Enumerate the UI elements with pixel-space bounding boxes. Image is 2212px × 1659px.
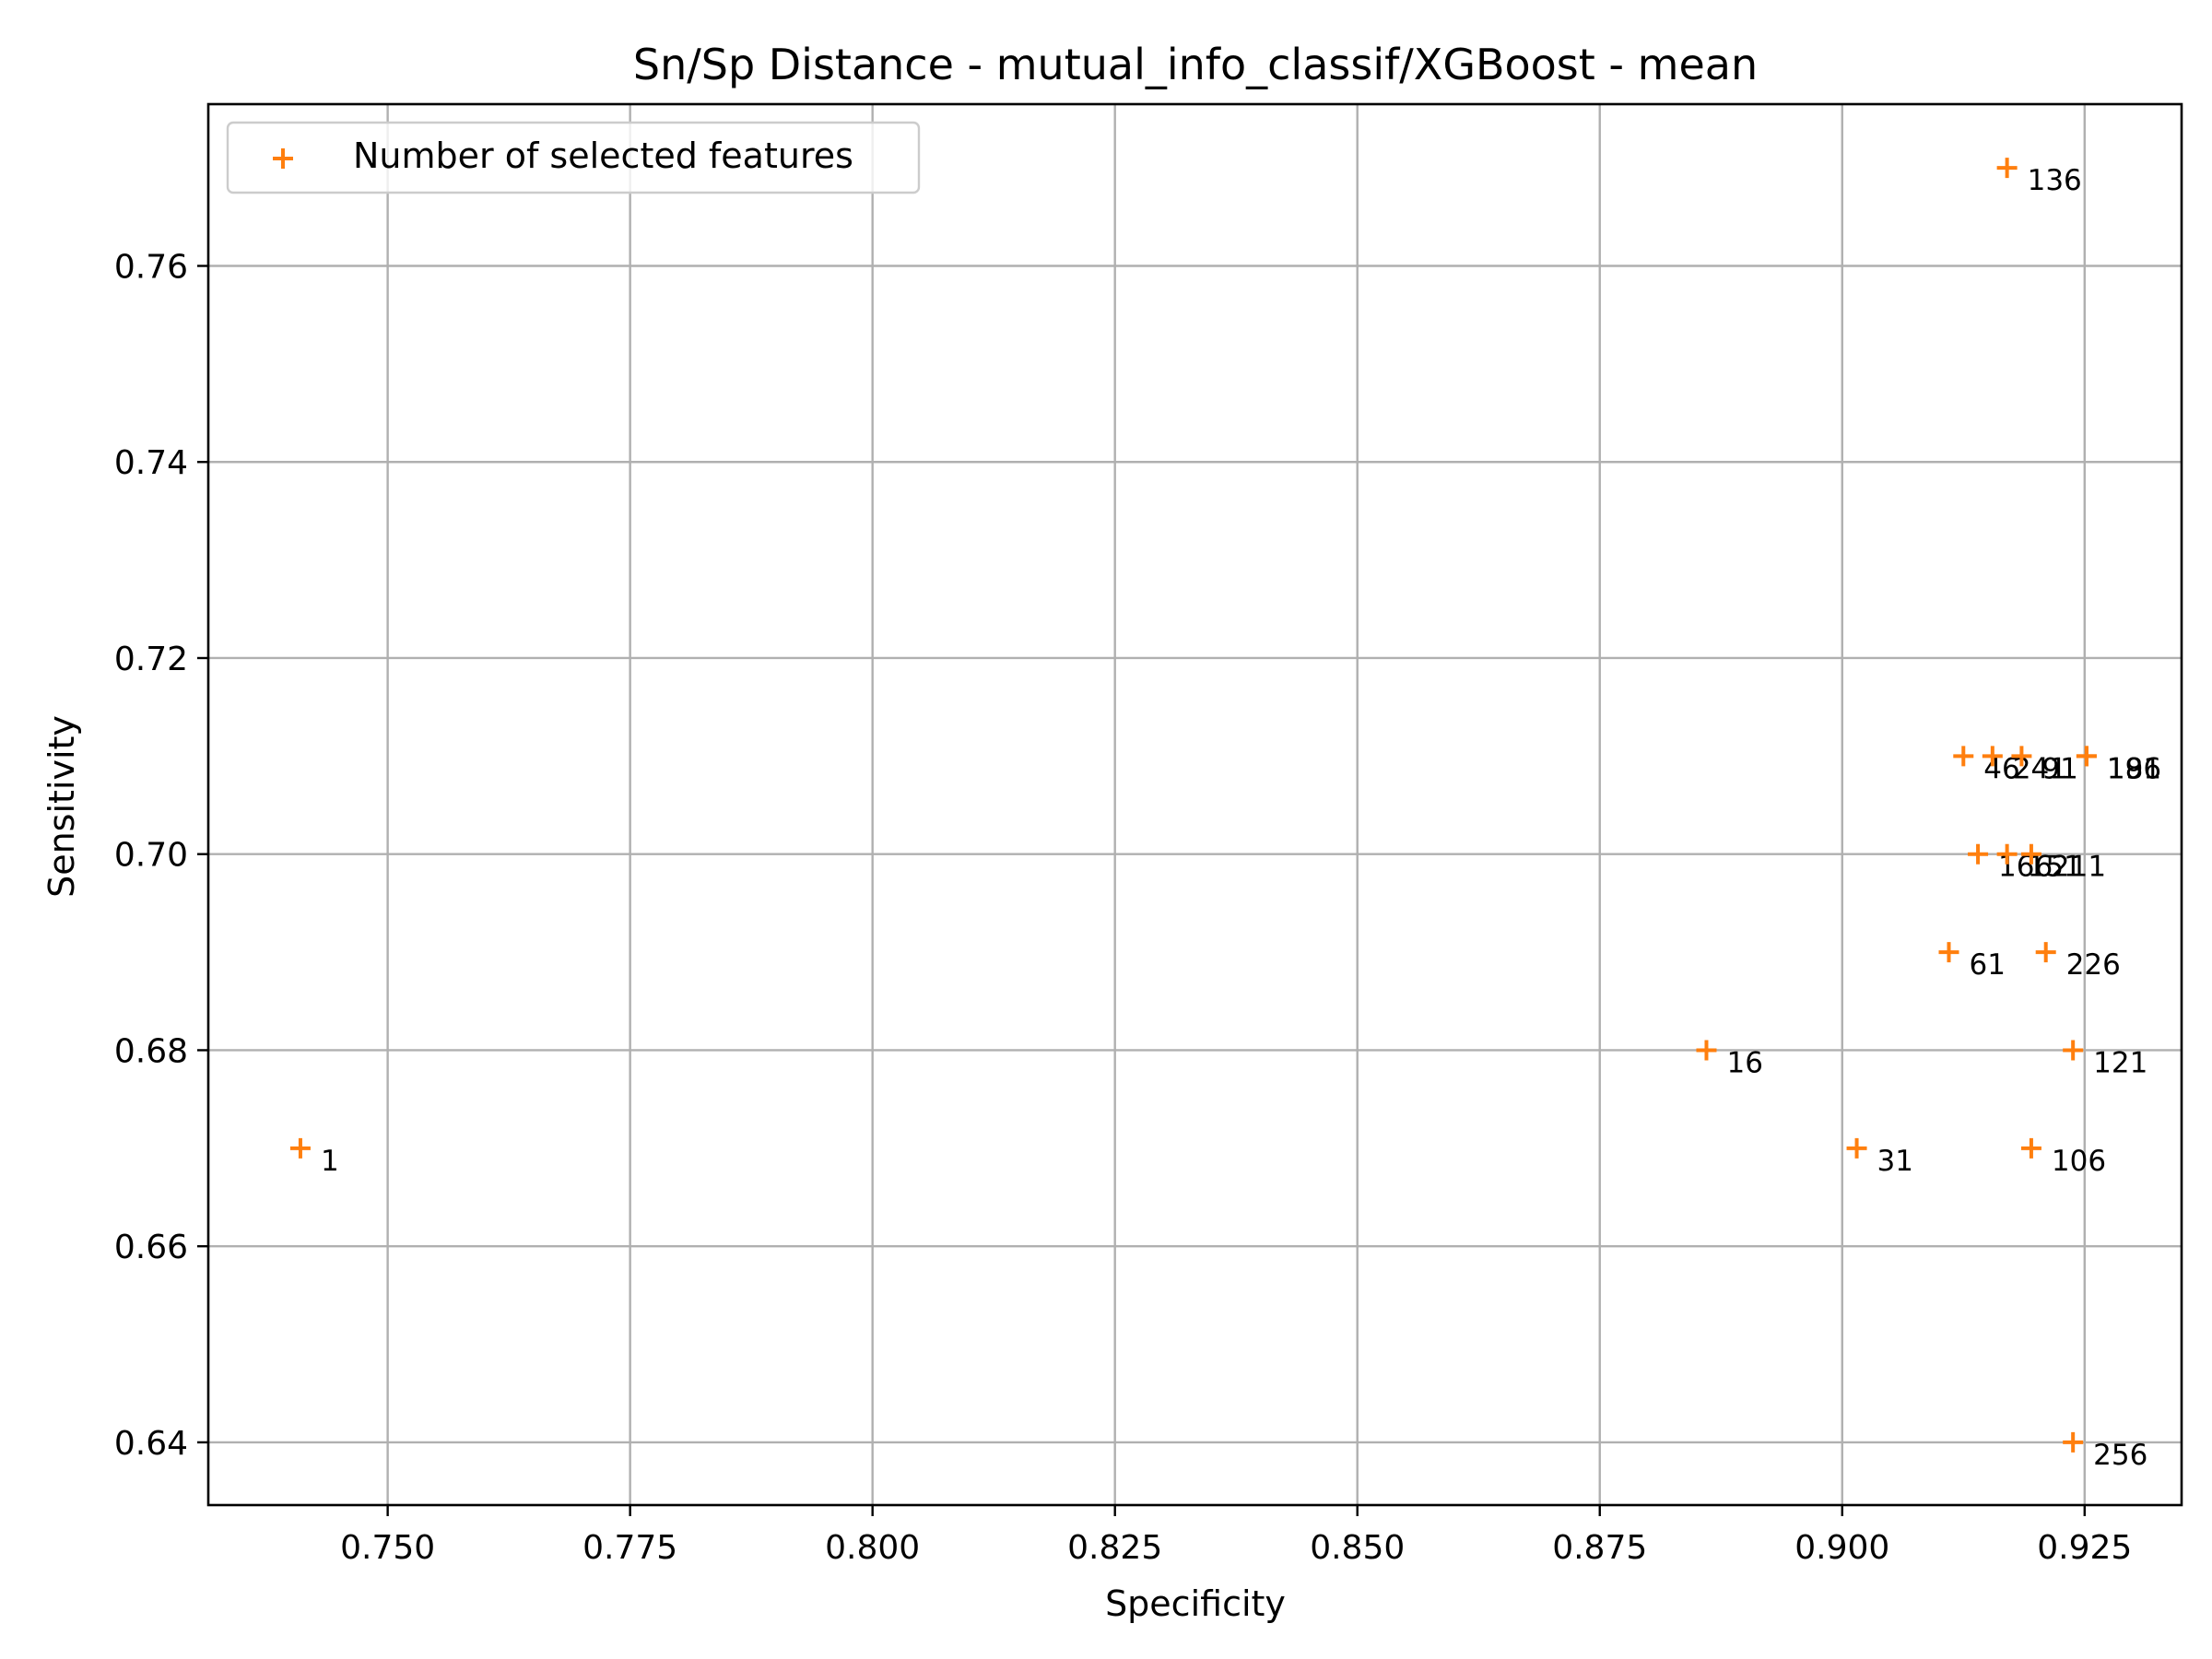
legend-box xyxy=(226,121,921,194)
plus-marker xyxy=(2035,942,2056,963)
x-axis-label: Specificity xyxy=(1105,1583,1286,1624)
x-tick-label: 0.925 xyxy=(2037,1529,2132,1567)
plus-marker xyxy=(2020,1137,2041,1159)
y-tick-label: 0.66 xyxy=(114,1229,188,1266)
y-tick-label: 0.64 xyxy=(114,1425,188,1463)
plus-marker xyxy=(1996,843,2018,865)
plus-marker xyxy=(2020,843,2041,865)
x-tick-label: 0.750 xyxy=(340,1529,435,1567)
y-axis-label: Sensitivity xyxy=(41,715,82,898)
data-point: 61 xyxy=(1938,942,2006,982)
plus-marker xyxy=(1968,843,1989,865)
data-point: 181 xyxy=(2076,746,2161,785)
data-point: 91 xyxy=(2011,746,2078,785)
point-label: 61 xyxy=(1969,948,2005,982)
y-tick-label: 0.68 xyxy=(114,1032,188,1070)
x-tick-label: 0.875 xyxy=(1552,1529,1647,1567)
chart-title: Sn/Sp Distance - mutual_info_classif/XGB… xyxy=(633,40,1758,89)
plus-marker xyxy=(2011,746,2032,767)
point-label: 226 xyxy=(2066,948,2121,982)
x-tick-label: 0.900 xyxy=(1794,1529,1889,1567)
legend-marker xyxy=(273,148,293,169)
data-points: 1163146612419110612113616615121118119622… xyxy=(289,158,2161,1472)
plus-marker xyxy=(1938,942,1959,963)
plus-marker xyxy=(1846,1137,1867,1159)
point-label: 91 xyxy=(2041,752,2077,785)
legend: Number of selected features xyxy=(226,121,921,194)
y-tick-label: 0.70 xyxy=(114,837,188,875)
point-label: 106 xyxy=(2052,1145,2106,1178)
y-tick-label: 0.76 xyxy=(114,249,188,287)
plus-marker xyxy=(2076,746,2097,767)
plus-marker xyxy=(1996,158,2018,179)
plus-marker xyxy=(1982,746,2003,767)
point-label: 211 xyxy=(2052,851,2106,884)
x-tick-label: 0.800 xyxy=(825,1529,920,1567)
y-tick-label: 0.72 xyxy=(114,641,188,678)
legend-plus-icon xyxy=(273,148,293,169)
axis-ticks: 0.750 0.775 0.800 0.825 0.850 0.875 0.900 0.925… xyxy=(114,249,2132,1567)
data-point: 106 xyxy=(2020,1137,2106,1178)
data-point: 226 xyxy=(2035,942,2121,982)
legend-label: Number of selected features xyxy=(353,135,853,176)
data-point: 211 xyxy=(2020,843,2106,884)
data-point: 31 xyxy=(1846,1137,1913,1178)
point-label: 136 xyxy=(2028,164,2082,197)
point-label: 31 xyxy=(1877,1145,1913,1178)
data-point: 121 xyxy=(2063,1040,2147,1079)
point-label: 256 xyxy=(2093,1439,2147,1472)
plus-marker xyxy=(2063,1431,2084,1453)
data-point: 196 xyxy=(2076,746,2161,785)
plus-marker xyxy=(2063,1040,2084,1061)
y-tick-label: 0.74 xyxy=(114,444,188,482)
point-label: 1 xyxy=(321,1145,339,1178)
point-label: 16 xyxy=(1726,1046,1762,1079)
data-point: 136 xyxy=(1996,158,2082,197)
data-point: 1 xyxy=(289,1137,339,1178)
grid xyxy=(208,104,2182,1505)
plus-marker xyxy=(289,1137,311,1159)
point-label: 196 xyxy=(2107,752,2161,785)
plot-frame xyxy=(206,102,2183,1507)
plus-marker xyxy=(1953,746,1974,767)
data-point: 16 xyxy=(1696,1040,1763,1079)
plus-marker xyxy=(1696,1040,1717,1061)
x-tick-label: 0.825 xyxy=(1067,1529,1162,1567)
data-point: 256 xyxy=(2063,1431,2147,1472)
x-tick-label: 0.850 xyxy=(1310,1529,1405,1567)
x-tick-label: 0.775 xyxy=(582,1529,677,1567)
point-label: 121 xyxy=(2093,1046,2147,1079)
point-label: 181 xyxy=(2107,752,2161,785)
